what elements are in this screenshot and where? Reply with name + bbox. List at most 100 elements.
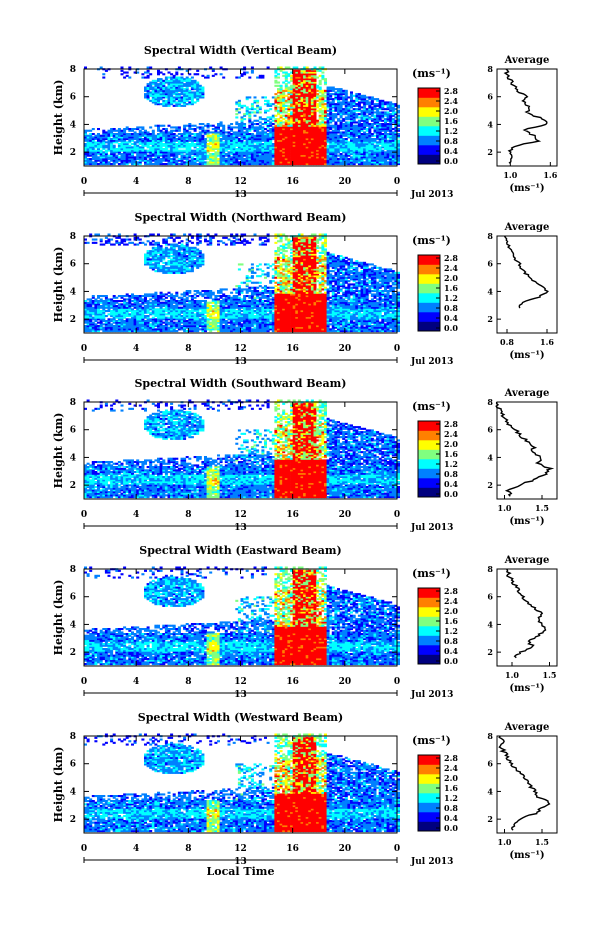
heatmap-cell [157, 125, 160, 127]
heatmap-cell [225, 158, 228, 160]
heatmap-cell [154, 80, 157, 82]
heatmap-cell [92, 161, 95, 163]
heatmap-cell [306, 70, 309, 72]
heatmap-cell [235, 116, 238, 118]
heatmap-cell [191, 125, 194, 127]
x-tick-label: 0 [394, 177, 400, 187]
day-label: 13 [234, 190, 247, 200]
average-y-tick-label: 4 [487, 119, 493, 129]
heatmap-cell [256, 100, 259, 102]
heatmap-cell [144, 93, 147, 95]
heatmap-cell [230, 133, 233, 135]
heatmap-cell [282, 125, 285, 127]
heatmap-cell [285, 115, 288, 117]
heatmap-cell [191, 136, 194, 138]
heatmap-cell [269, 103, 272, 105]
heatmap-cell [173, 133, 176, 135]
heatmap-cell [139, 130, 142, 132]
heatmap-cell [139, 239, 142, 241]
spectral-width-panel: Spectral Width (Northward Beam)0 4 8 12 16 20… [52, 211, 557, 367]
heatmap-cell [173, 75, 176, 77]
heatmap-cell [376, 98, 379, 100]
heatmap-cell [113, 128, 116, 130]
heatmap-cell [230, 156, 233, 158]
heatmap-cell [274, 96, 277, 98]
heatmap-cell [97, 300, 100, 302]
heatmap-cell [100, 305, 103, 307]
heatmap-cell [274, 75, 277, 77]
heatmap-cell [238, 77, 241, 79]
heatmap-cell [366, 96, 369, 98]
heatmap-cell [334, 121, 337, 123]
heatmap-cell [243, 113, 246, 115]
heatmap-cell [121, 67, 124, 69]
heatmap-cell [248, 111, 251, 113]
heatmap-cell [235, 113, 238, 115]
heatmap-cell [337, 135, 340, 137]
heatmap-cell [280, 120, 283, 122]
heatmap-cell [243, 131, 246, 133]
heatmap-cell [100, 239, 103, 241]
heatmap-cell [149, 82, 152, 84]
heatmap-cell [209, 153, 212, 155]
heatmap-cell [384, 151, 387, 153]
x-tick-label: 8 [185, 177, 191, 187]
heatmap-cell [204, 125, 207, 127]
heatmap-cell [194, 150, 197, 152]
heatmap-cell [274, 80, 277, 82]
heatmap-cell [290, 75, 293, 77]
heatmap-cell [113, 244, 116, 246]
heatmap-cell [149, 323, 152, 325]
heatmap-cell [105, 315, 108, 317]
heatmap-cell [261, 126, 264, 128]
heatmap-cell [246, 72, 249, 74]
heatmap-cell [152, 163, 155, 165]
heatmap-cell [196, 163, 199, 165]
heatmap-cell [363, 95, 366, 97]
heatmap-cell [113, 145, 116, 147]
heatmap-cell [316, 100, 319, 102]
heatmap-cell [105, 237, 108, 239]
heatmap-cell [361, 133, 364, 135]
heatmap-cell [277, 110, 280, 112]
heatmap-cell [178, 126, 181, 128]
heatmap-cell [212, 131, 215, 133]
heatmap-cell [342, 118, 345, 120]
heatmap-cell [280, 70, 283, 72]
heatmap-cell [368, 123, 371, 125]
heatmap-cell [188, 101, 191, 103]
heatmap-cell [332, 130, 335, 132]
heatmap-cell [285, 67, 288, 69]
heatmap-cell [267, 110, 270, 112]
heatmap-cell [152, 317, 155, 319]
heatmap-cell [183, 150, 186, 152]
heatmap-cell [248, 96, 251, 98]
heatmap-cell [196, 82, 199, 84]
heatmap-cell [87, 135, 90, 137]
heatmap-cell [287, 67, 290, 69]
heatmap-cell [321, 75, 324, 77]
heatmap-cell [374, 103, 377, 105]
heatmap-cell [165, 247, 168, 249]
heatmap-cell [149, 298, 152, 300]
heatmap-cell [264, 118, 267, 120]
heatmap-cell [392, 118, 395, 120]
heatmap-cell [162, 148, 165, 150]
heatmap-cell [285, 72, 288, 74]
heatmap-cell [272, 160, 275, 162]
heatmap-cell [194, 125, 197, 127]
heatmap-cell [389, 101, 392, 103]
heatmap-cell [175, 101, 178, 103]
heatmap-cell [108, 318, 111, 320]
heatmap-cell [178, 77, 181, 79]
heatmap-cell [342, 155, 345, 157]
heatmap-cell [89, 133, 92, 135]
heatmap-cell [84, 67, 87, 69]
heatmap-cell [256, 77, 259, 79]
heatmap-cell [228, 131, 231, 133]
heatmap-cell [384, 111, 387, 113]
heatmap-cell [225, 135, 228, 137]
heatmap-cell [157, 83, 160, 85]
heatmap-cell [337, 155, 340, 157]
heatmap-cell [285, 83, 288, 85]
